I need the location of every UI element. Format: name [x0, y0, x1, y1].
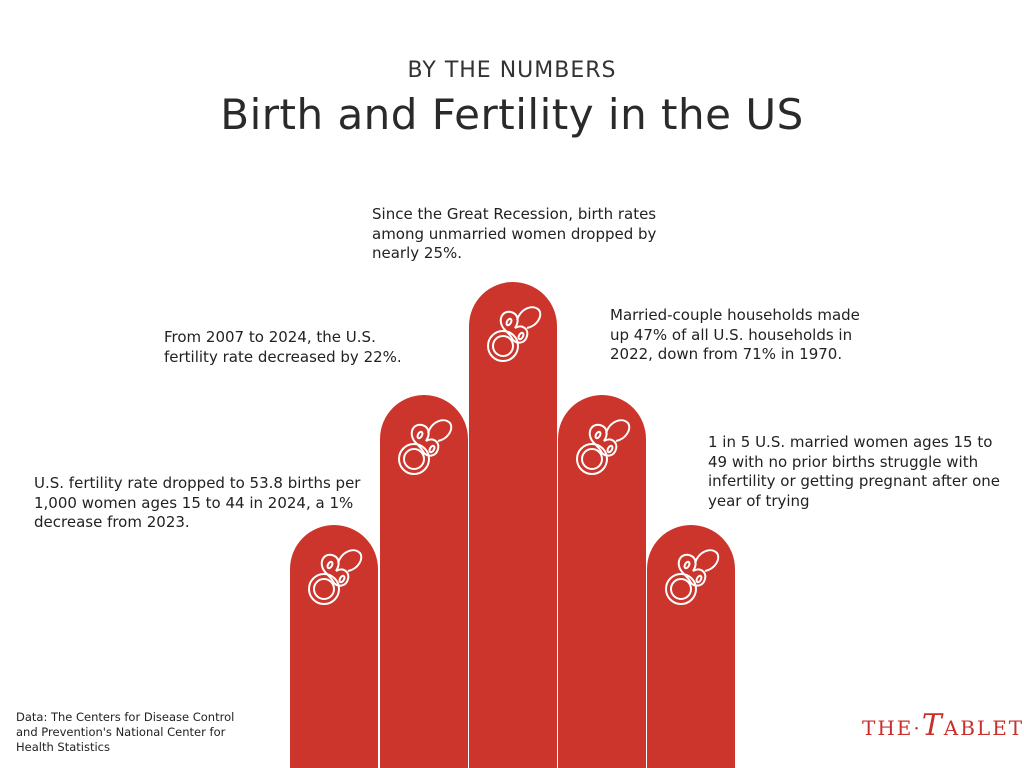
- pacifier-icon: [308, 549, 363, 605]
- pacifier-icon: [487, 306, 542, 362]
- bar-5: [647, 525, 735, 768]
- fact-2: From 2007 to 2024, the U.S. fertility ra…: [164, 328, 402, 366]
- fact-5: 1 in 5 U.S. married women ages 15 to 49 …: [708, 433, 1000, 510]
- fact-1: U.S. fertility rate dropped to 53.8 birt…: [34, 474, 361, 531]
- bar-4: [558, 395, 646, 768]
- bar-3: [469, 282, 557, 768]
- pacifier-icon: [398, 419, 453, 475]
- fact-4: Married-couple households made up 47% of…: [610, 306, 860, 363]
- bar-2: [380, 395, 468, 768]
- fact-3: Since the Great Recession, birth rates a…: [372, 205, 657, 262]
- logo: THE·TABLET: [862, 708, 1024, 743]
- kicker: BY THE NUMBERS: [407, 58, 617, 83]
- source-note: Data: The Centers for Disease Control an…: [16, 710, 235, 754]
- pacifier-icon: [665, 549, 720, 605]
- bar-1: [290, 525, 378, 768]
- page-title: Birth and Fertility in the US: [220, 90, 804, 139]
- pacifier-icon: [576, 419, 631, 475]
